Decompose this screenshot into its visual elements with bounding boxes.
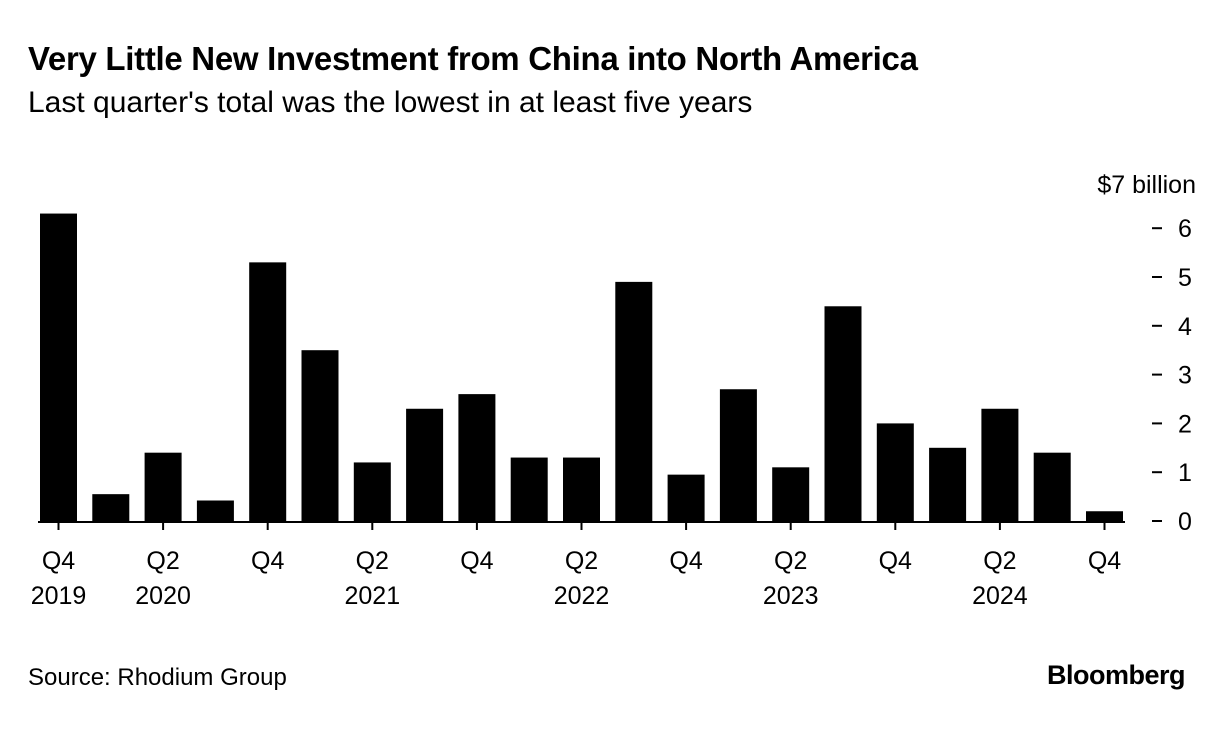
bar-q1-2024 [929, 447, 967, 521]
x-tick-label-quarter: Q2 [983, 547, 1016, 575]
bar-q4-2023 [876, 423, 914, 521]
x-tick-label-quarter: Q4 [669, 547, 702, 575]
bar-q2-2020 [144, 452, 182, 521]
bar-q2-2024 [981, 408, 1019, 521]
x-tick-label-year: 2022 [554, 582, 610, 610]
x-tick-label-quarter: Q2 [565, 547, 598, 575]
source-note: Source: Rhodium Group [28, 664, 287, 691]
x-tick-label-quarter: Q4 [42, 547, 75, 575]
bar-q2-2021 [353, 462, 391, 521]
x-tick-label-quarter: Q4 [460, 547, 493, 575]
bar-q4-2021 [458, 394, 496, 521]
bloomberg-logo: Bloomberg [1046, 660, 1186, 690]
bar-q4-2020 [249, 262, 287, 521]
x-tick-label-year: 2019 [31, 582, 87, 610]
bar-q3-2021 [406, 408, 444, 521]
bar-q3-2024 [1033, 452, 1071, 521]
bar-q4-2022 [667, 474, 705, 521]
x-tick-label-quarter: Q4 [1088, 547, 1121, 575]
x-tick-label-quarter: Q2 [146, 547, 179, 575]
y-tick-label: 2 [1178, 410, 1192, 438]
x-tick-label-quarter: Q4 [251, 547, 284, 575]
x-axis-ticks: Q4 2019 Q2 2020 Q4 Q2 2021 Q4 Q2 2022 Q4 Q2 2023 Q4 Q2… [31, 522, 1121, 610]
bar-q1-2023 [719, 389, 757, 521]
bar-q4-2024 [1086, 511, 1123, 521]
y-axis: 0 1 2 3 4 5 6 [1152, 215, 1192, 536]
y-axis-unit-label: $7 billion [1097, 171, 1196, 199]
y-tick-label: 4 [1178, 313, 1192, 341]
x-tick-label-quarter: Q4 [879, 547, 912, 575]
y-tick-label: 3 [1178, 362, 1192, 390]
y-tick-label: 5 [1178, 264, 1192, 292]
bar-q4-2019 [40, 213, 77, 521]
x-tick-label-quarter: Q2 [774, 547, 807, 575]
bar-q1-2021 [301, 350, 339, 521]
chart-subtitle: Last quarter's total was the lowest in a… [28, 86, 753, 119]
bars-group [40, 213, 1123, 521]
bar-q3-2023 [824, 306, 862, 521]
x-tick-label-quarter: Q2 [356, 547, 389, 575]
x-tick-label-year: 2024 [972, 582, 1028, 610]
bar-q2-2022 [563, 457, 600, 521]
y-tick-label: 6 [1178, 215, 1192, 243]
y-tick-label: 1 [1178, 459, 1192, 487]
x-tick-label-year: 2021 [344, 582, 400, 610]
x-tick-label-year: 2023 [763, 582, 819, 610]
bar-q2-2023 [772, 467, 810, 521]
chart-title: Very Little New Investment from China in… [28, 40, 918, 77]
y-tick-label: 0 [1178, 508, 1192, 536]
bar-q1-2022 [510, 457, 548, 521]
bar-q3-2022 [615, 281, 653, 521]
bar-q3-2020 [196, 500, 234, 521]
x-tick-label-year: 2020 [135, 582, 191, 610]
bar-q1-2020 [92, 494, 130, 521]
